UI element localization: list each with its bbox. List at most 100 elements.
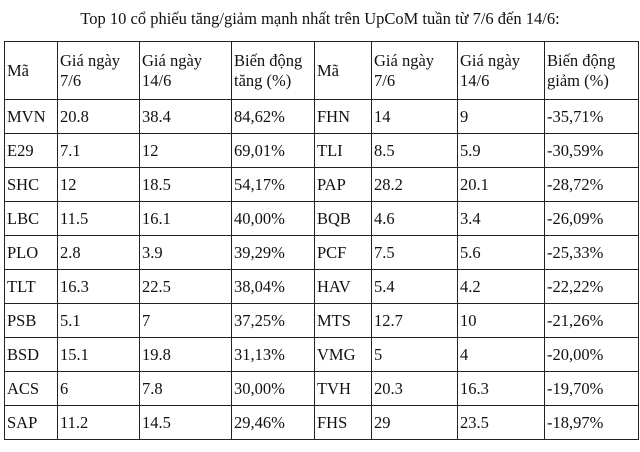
header-row: Mã Giá ngày 7/6 Giá ngày 14/6 Biến động tăn…	[4, 41, 639, 100]
table-row: ACS 6 7.8 30,00% TVH 20.3 16.3 -19,70%	[4, 371, 639, 406]
cell-code: HAV	[314, 269, 372, 304]
cell-price-14-6: 7	[139, 303, 232, 338]
cell-price-7-6: 20.3	[371, 371, 458, 406]
cell-price-7-6: 20.8	[57, 99, 140, 134]
cell-change-up: 38,04%	[231, 269, 315, 304]
cell-price-14-6: 5.6	[457, 235, 545, 270]
cell-code: MVN	[4, 99, 58, 134]
cell-price-14-6: 16.1	[139, 201, 232, 236]
cell-price-7-6: 7.5	[371, 235, 458, 270]
cell-price-14-6: 3.4	[457, 201, 545, 236]
cell-code: E29	[4, 133, 58, 168]
cell-code: PCF	[314, 235, 372, 270]
table-row: SAP 11.2 14.5 29,46% FHS 29 23.5 -18,97%	[4, 405, 639, 440]
header-cell: Biến động giảm (%)	[544, 41, 639, 100]
cell-price-7-6: 16.3	[57, 269, 140, 304]
cell-change-up: 30,00%	[231, 371, 315, 406]
cell-change-up: 39,29%	[231, 235, 315, 270]
cell-change-down: -35,71%	[544, 99, 639, 134]
cell-price-7-6: 11.5	[57, 201, 140, 236]
cell-price-7-6: 5.1	[57, 303, 140, 338]
header-cell: Mã	[314, 41, 372, 100]
cell-price-14-6: 4	[457, 337, 545, 372]
header-cell: Mã	[4, 41, 58, 100]
table-caption: Top 10 cổ phiếu tăng/giảm mạnh nhất trên…	[80, 9, 560, 28]
cell-price-7-6: 11.2	[57, 405, 140, 440]
cell-code: BQB	[314, 201, 372, 236]
table-row: PSB 5.1 7 37,25% MTS 12.7 10 -21,26%	[4, 303, 639, 338]
cell-price-7-6: 29	[371, 405, 458, 440]
table-row: E29 7.1 12 69,01% TLI 8.5 5.9 -30,59%	[4, 133, 639, 168]
cell-code: TLI	[314, 133, 372, 168]
cell-code: PAP	[314, 167, 372, 202]
table-row: BSD 15.1 19.8 31,13% VMG 5 4 -20,00%	[4, 337, 639, 372]
cell-code: VMG	[314, 337, 372, 372]
cell-price-14-6: 3.9	[139, 235, 232, 270]
cell-code: FHN	[314, 99, 372, 134]
cell-price-14-6: 7.8	[139, 371, 232, 406]
cell-change-up: 37,25%	[231, 303, 315, 338]
cell-change-up: 40,00%	[231, 201, 315, 236]
cell-price-14-6: 5.9	[457, 133, 545, 168]
cell-price-7-6: 4.6	[371, 201, 458, 236]
cell-code: BSD	[4, 337, 58, 372]
table-row: SHC 12 18.5 54,17% PAP 28.2 20.1 -28,72%	[4, 167, 639, 202]
cell-change-up: 84,62%	[231, 99, 315, 134]
cell-price-7-6: 14	[371, 99, 458, 134]
cell-price-7-6: 5.4	[371, 269, 458, 304]
cell-price-7-6: 7.1	[57, 133, 140, 168]
cell-code: LBC	[4, 201, 58, 236]
cell-change-down: -26,09%	[544, 201, 639, 236]
cell-price-14-6: 38.4	[139, 99, 232, 134]
cell-price-14-6: 23.5	[457, 405, 545, 440]
cell-code: MTS	[314, 303, 372, 338]
cell-price-14-6: 16.3	[457, 371, 545, 406]
cell-price-14-6: 20.1	[457, 167, 545, 202]
cell-code: SAP	[4, 405, 58, 440]
cell-price-7-6: 8.5	[371, 133, 458, 168]
cell-price-7-6: 2.8	[57, 235, 140, 270]
cell-price-7-6: 12	[57, 167, 140, 202]
table-row: LBC 11.5 16.1 40,00% BQB 4.6 3.4 -26,09%	[4, 201, 639, 236]
cell-change-down: -25,33%	[544, 235, 639, 270]
cell-code: TVH	[314, 371, 372, 406]
cell-price-14-6: 4.2	[457, 269, 545, 304]
header-cell: Giá ngày 14/6	[139, 41, 232, 100]
stock-table: Mã Giá ngày 7/6 Giá ngày 14/6 Biến động tăn…	[4, 41, 639, 440]
cell-change-down: -19,70%	[544, 371, 639, 406]
cell-price-7-6: 12.7	[371, 303, 458, 338]
header-cell: Giá ngày 7/6	[57, 41, 140, 100]
cell-price-14-6: 14.5	[139, 405, 232, 440]
cell-code: SHC	[4, 167, 58, 202]
cell-price-7-6: 28.2	[371, 167, 458, 202]
cell-price-14-6: 18.5	[139, 167, 232, 202]
header-cell: Giá ngày 14/6	[457, 41, 545, 100]
cell-price-14-6: 9	[457, 99, 545, 134]
cell-change-down: -20,00%	[544, 337, 639, 372]
table-row: PLO 2.8 3.9 39,29% PCF 7.5 5.6 -25,33%	[4, 235, 639, 270]
cell-code: PLO	[4, 235, 58, 270]
header-cell: Biến động tăng (%)	[231, 41, 315, 100]
cell-price-14-6: 19.8	[139, 337, 232, 372]
cell-change-down: -18,97%	[544, 405, 639, 440]
table-row: TLT 16.3 22.5 38,04% HAV 5.4 4.2 -22,22%	[4, 269, 639, 304]
cell-change-down: -22,22%	[544, 269, 639, 304]
cell-price-7-6: 15.1	[57, 337, 140, 372]
cell-code: TLT	[4, 269, 58, 304]
cell-change-down: -21,26%	[544, 303, 639, 338]
cell-price-7-6: 5	[371, 337, 458, 372]
cell-change-up: 69,01%	[231, 133, 315, 168]
cell-change-up: 54,17%	[231, 167, 315, 202]
cell-price-14-6: 12	[139, 133, 232, 168]
table-row: MVN 20.8 38.4 84,62% FHN 14 9 -35,71%	[4, 99, 639, 134]
cell-change-up: 29,46%	[231, 405, 315, 440]
cell-change-up: 31,13%	[231, 337, 315, 372]
cell-price-14-6: 10	[457, 303, 545, 338]
header-cell: Giá ngày 7/6	[371, 41, 458, 100]
cell-change-down: -30,59%	[544, 133, 639, 168]
cell-price-7-6: 6	[57, 371, 140, 406]
cell-price-14-6: 22.5	[139, 269, 232, 304]
cell-code: PSB	[4, 303, 58, 338]
cell-code: FHS	[314, 405, 372, 440]
cell-change-down: -28,72%	[544, 167, 639, 202]
